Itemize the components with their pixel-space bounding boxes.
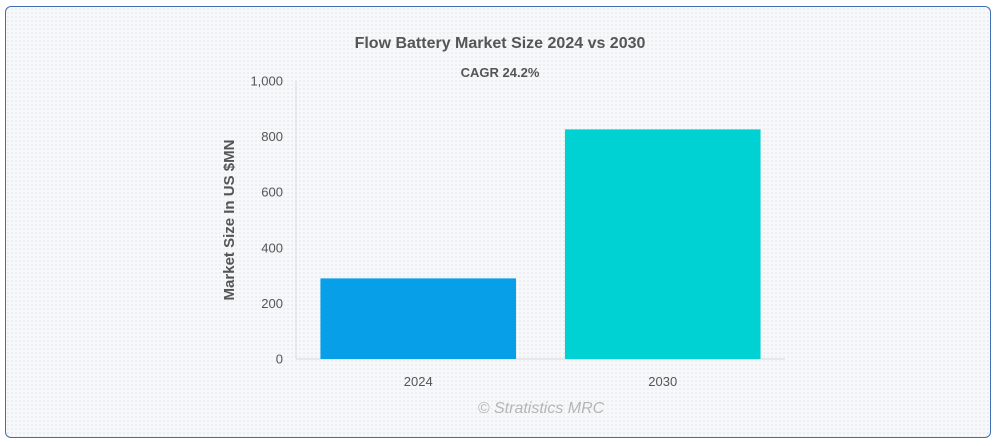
y-tick-label: 400: [261, 240, 283, 255]
bar-2030: [564, 129, 761, 359]
y-tick-label: 1,000: [250, 74, 283, 89]
y-tick-label: 600: [261, 185, 283, 200]
y-tick-label: 200: [261, 296, 283, 311]
y-axis-label: Market Size In US $MN: [221, 140, 238, 301]
bars: [320, 129, 761, 359]
x-tick-label: 2030: [648, 374, 677, 389]
x-tick-label: 2024: [404, 374, 433, 389]
chart-subtitle: CAGR 24.2%: [461, 65, 540, 80]
chart-frame: [5, 6, 991, 438]
y-tick-label: 800: [261, 129, 283, 144]
x-axis-ticks: 2024 2030: [404, 374, 677, 389]
bar-2024: [320, 278, 517, 359]
y-tick-label: 0: [276, 352, 283, 367]
chart-title: Flow Battery Market Size 2024 vs 2030: [355, 35, 646, 52]
y-axis-ticks: 0 200 400 600 800 1,000: [250, 74, 283, 367]
credit-watermark: © Stratistics MRC: [478, 400, 605, 417]
